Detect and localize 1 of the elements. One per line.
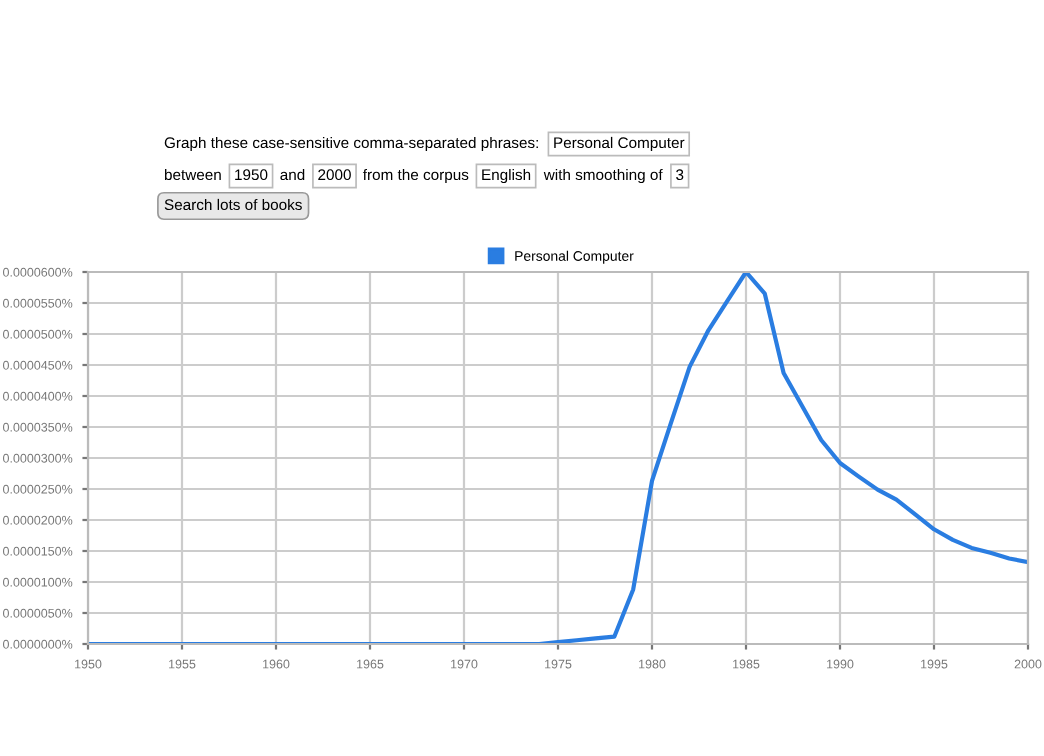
line-series <box>88 272 1028 644</box>
